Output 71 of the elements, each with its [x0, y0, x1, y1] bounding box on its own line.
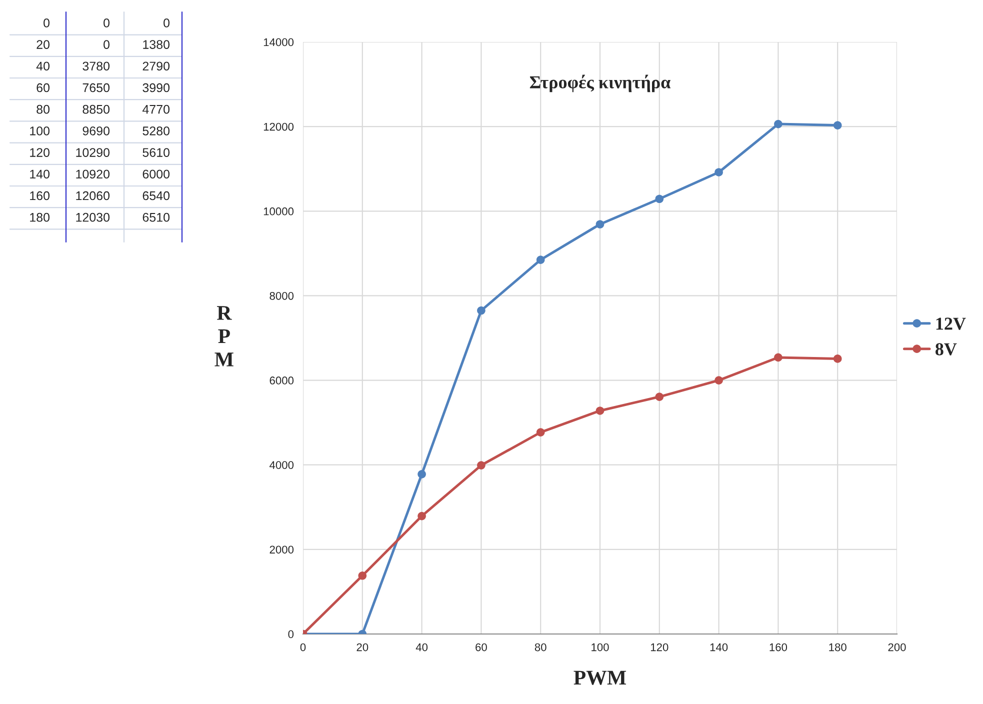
point: [418, 512, 426, 520]
x-tick-label: 60: [476, 643, 487, 652]
point: [536, 256, 545, 264]
text: 40: [36, 62, 50, 71]
text: 0: [164, 18, 170, 28]
point: [418, 470, 426, 478]
x-tick-label: 180: [829, 643, 846, 652]
text: 4770: [142, 104, 170, 114]
y-tick-label: 10000: [264, 207, 294, 216]
text: 10920: [76, 170, 110, 179]
x-tick-label: 100: [592, 643, 609, 652]
x-tick-label: 140: [710, 643, 728, 652]
text: 0: [104, 18, 110, 28]
text: 1380: [143, 40, 170, 49]
y-tick-label: 14000: [264, 38, 294, 46]
point: [596, 406, 604, 415]
x-tick-label: 20: [356, 643, 368, 652]
text: 5610: [142, 148, 170, 157]
text: 20: [36, 40, 50, 49]
text: 0: [44, 18, 50, 28]
y-tick-label: 2000: [270, 546, 294, 554]
text: 6000: [142, 170, 170, 179]
point: [655, 194, 664, 204]
text: 80: [36, 104, 50, 114]
text: 2790: [142, 62, 170, 71]
x-axis-title: PWM: [574, 670, 626, 685]
point: [358, 571, 367, 580]
y-tick-label: 4000: [270, 461, 294, 469]
text: 180: [30, 212, 50, 222]
text: 3780: [82, 62, 110, 71]
point: [477, 461, 486, 470]
text: 100: [30, 126, 50, 136]
x-tick-label: 200: [888, 643, 906, 652]
point: [833, 121, 842, 130]
text: 8850: [82, 104, 110, 114]
text: 6510: [142, 212, 170, 222]
x-tick-label: 120: [650, 643, 668, 652]
text: 3990: [142, 83, 170, 92]
text: 140: [30, 170, 50, 179]
y-axis-title: RPM: [214, 306, 234, 366]
text: 160: [30, 191, 50, 200]
point: [596, 220, 604, 228]
text: 12060: [76, 191, 110, 200]
point: [714, 376, 723, 384]
y-tick-label: 6000: [270, 376, 294, 384]
text: 9690: [82, 126, 110, 136]
text: Στροφές κινητήρα: [530, 74, 670, 92]
point: [655, 392, 664, 401]
text: 12030: [76, 212, 110, 222]
x-tick-label: 80: [534, 643, 546, 652]
y-tick-label: 0: [288, 630, 294, 638]
y-tick-label: 8000: [270, 292, 294, 300]
legend-label: 8V: [936, 343, 957, 356]
legend-label: 12V: [936, 318, 966, 330]
point: [477, 306, 486, 315]
x-tick-label: 0: [300, 643, 306, 652]
point: [774, 120, 782, 128]
text: 0: [104, 40, 110, 49]
x-tick-label: 40: [416, 643, 428, 652]
text: 120: [30, 148, 50, 157]
text: 7650: [82, 83, 110, 92]
y-tick-label: 12000: [264, 122, 294, 131]
text: 60: [36, 83, 50, 92]
point: [714, 168, 723, 176]
point: [833, 354, 842, 363]
text: 6540: [142, 191, 170, 200]
x-tick-label: 160: [770, 643, 788, 652]
point: [536, 428, 545, 436]
text: 10290: [76, 148, 110, 157]
point: [774, 353, 782, 362]
text: 5280: [142, 126, 170, 136]
